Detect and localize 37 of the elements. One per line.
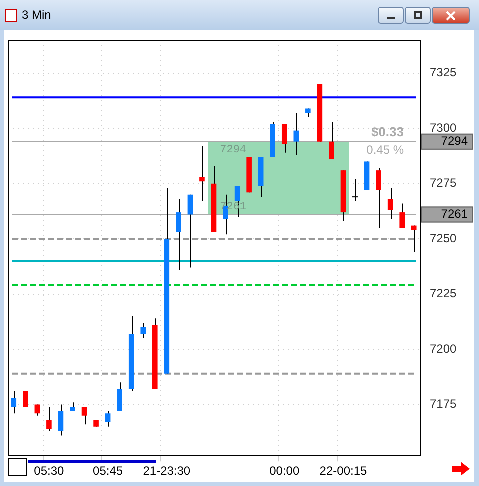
y-tick-label: 7300 <box>430 120 458 135</box>
candlestick <box>352 178 359 202</box>
annotation: 7294 <box>220 144 247 157</box>
candlestick <box>117 382 122 412</box>
chart-title: 3 Min <box>22 8 52 22</box>
y-tick-label: 7175 <box>430 397 458 412</box>
x-tick-label: 21-23:30 <box>143 464 191 478</box>
y-tick-label: 7250 <box>430 231 458 246</box>
ref-line-label: 7294 <box>441 134 468 148</box>
candlestick <box>23 392 28 407</box>
ref-line-label: 7261 <box>441 207 468 222</box>
candlestick <box>329 121 334 160</box>
candlestick <box>140 322 146 339</box>
candlestick <box>82 406 88 426</box>
x-tick-label: 22-00:15 <box>320 464 368 478</box>
y-tick-label: 7275 <box>430 176 458 190</box>
candlestick <box>282 124 288 154</box>
x-tick-label: 05:30 <box>34 464 65 478</box>
candlestick <box>58 404 64 436</box>
candlestick <box>376 168 382 229</box>
candlestick <box>176 198 182 270</box>
candlestick <box>188 194 194 268</box>
annotation: $0.33 <box>371 124 404 140</box>
y-tick-label: 7225 <box>430 286 458 301</box>
x-tick-label: 00:00 <box>270 464 300 478</box>
candlestick <box>400 203 405 229</box>
x-tick-label: 05:45 <box>93 464 124 478</box>
candlestick <box>11 391 17 414</box>
candlestick <box>388 188 394 220</box>
annotation: 0.45 % <box>366 143 404 158</box>
candlestick <box>200 146 205 202</box>
candlestick <box>411 225 417 253</box>
candlestick <box>46 406 52 432</box>
candlestick <box>105 410 111 428</box>
y-tick-label: 7200 <box>430 342 458 356</box>
y-tick-label: 7325 <box>430 66 458 80</box>
candlestick <box>294 112 300 156</box>
